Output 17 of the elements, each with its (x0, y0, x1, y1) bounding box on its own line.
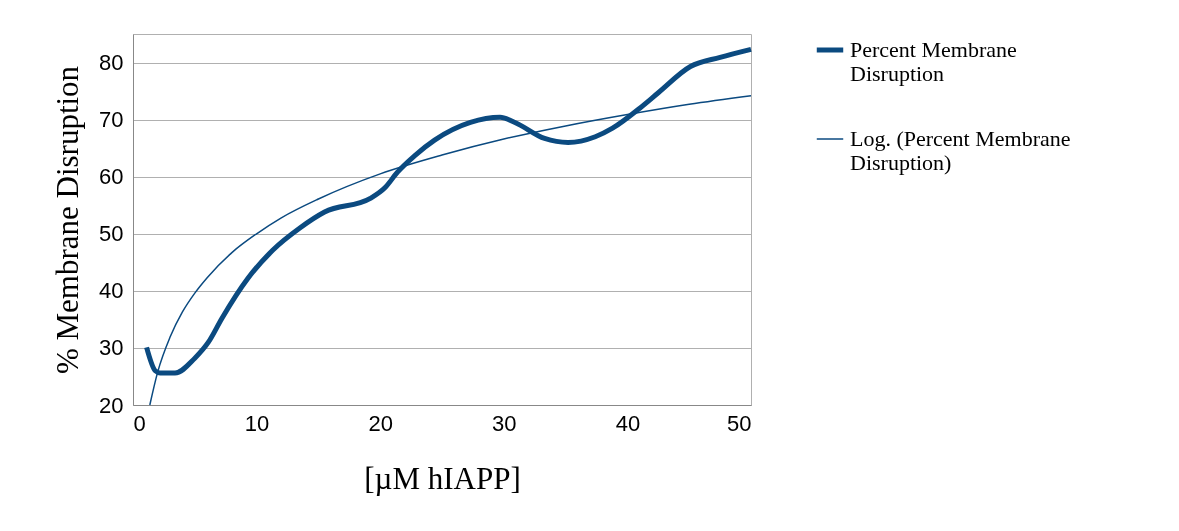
x-tick-label: 10 (244, 410, 270, 436)
y-tick-label: 50 (99, 221, 124, 247)
y-axis-title: % Membrane Disruption (50, 65, 86, 375)
y-tick-label: 60 (99, 164, 124, 190)
legend-label: Percent Membrane Disruption (850, 37, 1017, 86)
y-tick-label: 80 (99, 50, 124, 76)
x-tick-label: 0 (133, 410, 146, 436)
x-tick-label: 40 (615, 410, 641, 436)
legend-label: Log. (Percent Membrane Disruption) (850, 126, 1071, 175)
x-tick-label: 50 (727, 410, 752, 436)
x-tick-label: 20 (368, 410, 393, 436)
y-tick-label: 70 (99, 107, 124, 133)
y-tick-label: 30 (99, 335, 124, 361)
y-tick-label: 40 (99, 278, 124, 304)
x-tick-label: 30 (492, 410, 517, 436)
y-tick-label: 20 (99, 392, 124, 418)
x-axis-title: [µM hIAPP] (364, 460, 521, 496)
